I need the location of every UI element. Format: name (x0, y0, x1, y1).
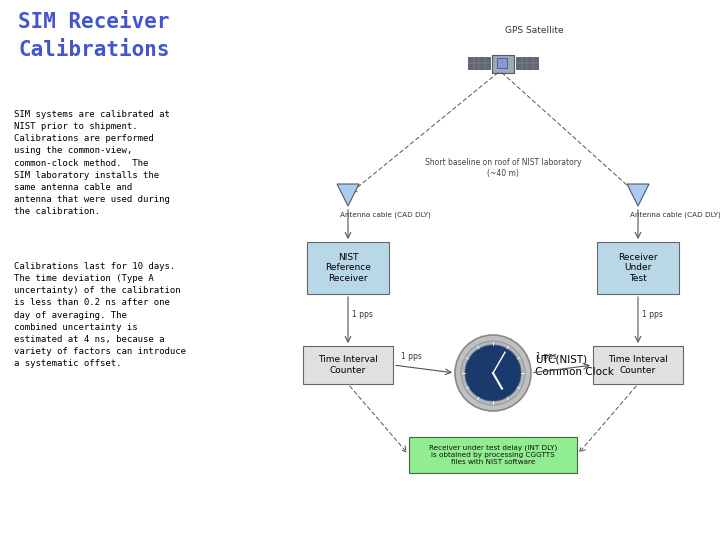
Text: 1 pps: 1 pps (536, 352, 557, 361)
Polygon shape (337, 184, 359, 206)
Text: Calibrations: Calibrations (18, 40, 169, 60)
Circle shape (455, 335, 531, 411)
Circle shape (461, 341, 525, 405)
FancyBboxPatch shape (597, 242, 679, 294)
Text: UTC(NIST)
Common Clock: UTC(NIST) Common Clock (535, 355, 614, 376)
Text: Time Interval
Counter: Time Interval Counter (318, 355, 378, 375)
Text: SIM Receiver: SIM Receiver (18, 12, 169, 32)
Text: SIM systems are calibrated at
NIST prior to shipment.
Calibrations are performed: SIM systems are calibrated at NIST prior… (14, 110, 170, 216)
FancyBboxPatch shape (492, 55, 514, 73)
Text: GPS Satellite: GPS Satellite (505, 26, 564, 35)
Text: 1 pps: 1 pps (352, 310, 373, 319)
Text: Antenna cable (CAD DLY): Antenna cable (CAD DLY) (630, 211, 720, 218)
Text: Receiver
Under
Test: Receiver Under Test (618, 253, 658, 283)
Text: 1 pps: 1 pps (642, 310, 663, 319)
Circle shape (465, 345, 521, 401)
FancyBboxPatch shape (409, 437, 577, 473)
FancyBboxPatch shape (307, 242, 389, 294)
Text: Receiver under test delay (INT DLY)
is obtained by processing CGGTTS
files with : Receiver under test delay (INT DLY) is o… (429, 445, 557, 465)
FancyBboxPatch shape (303, 346, 393, 384)
Text: Calibrations last for 10 days.
The time deviation (Type A
uncertainty) of the ca: Calibrations last for 10 days. The time … (14, 262, 186, 368)
Text: Time Interval
Counter: Time Interval Counter (608, 355, 668, 375)
Text: Antenna cable (CAD DLY): Antenna cable (CAD DLY) (340, 211, 431, 218)
Text: Short baseline on roof of NIST laboratory
(~40 m): Short baseline on roof of NIST laborator… (425, 158, 581, 178)
Text: 1 pps: 1 pps (401, 352, 422, 361)
FancyBboxPatch shape (516, 57, 538, 69)
Text: NIST
Reference
Receiver: NIST Reference Receiver (325, 253, 371, 283)
Polygon shape (627, 184, 649, 206)
FancyBboxPatch shape (497, 58, 507, 68)
FancyBboxPatch shape (593, 346, 683, 384)
FancyBboxPatch shape (468, 57, 490, 69)
